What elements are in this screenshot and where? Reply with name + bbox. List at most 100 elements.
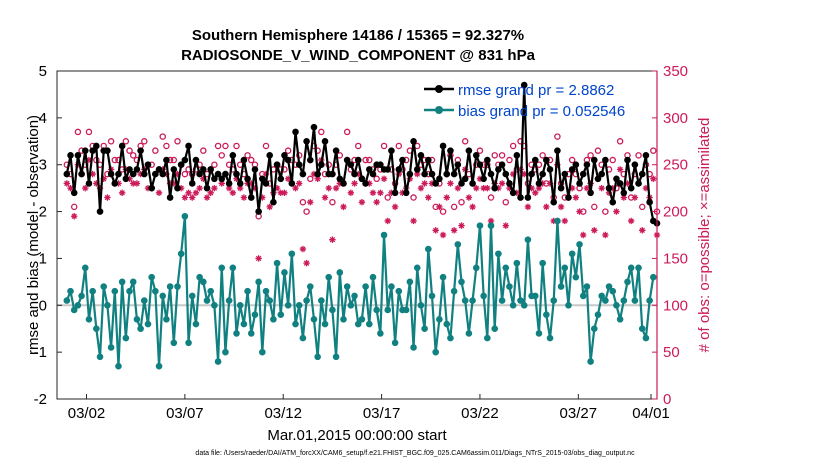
- rmse-point: [284, 156, 292, 164]
- rmse-point: [613, 175, 620, 183]
- bias-point: [207, 287, 214, 295]
- rmse-point: [255, 208, 262, 215]
- obs-assimilated-point: [211, 184, 218, 192]
- rmse-point: [233, 170, 240, 178]
- obs-possible-point: [111, 156, 119, 164]
- obs-assimilated-star: [495, 184, 502, 192]
- obs-assimilated-star: [118, 189, 126, 197]
- bias-point: [487, 222, 495, 229]
- bias-point: [273, 259, 281, 267]
- rmse-point: [447, 147, 454, 154]
- bias-point: [140, 297, 148, 304]
- bias-point: [450, 287, 458, 295]
- obs-assimilated-star: [384, 217, 391, 225]
- obs-assimilated-star: [399, 189, 406, 197]
- obs-assimilated-point: [583, 184, 591, 192]
- rmse-point: [598, 170, 605, 178]
- obs-assimilated-star: [432, 227, 439, 234]
- obs-assimilated-point: [550, 217, 557, 225]
- obs-possible-point: [502, 198, 510, 206]
- obs-assimilated-star: [299, 245, 307, 253]
- obs-assimilated-point: [380, 175, 388, 182]
- bias-point: [454, 241, 462, 248]
- obs-assimilated-point: [561, 217, 568, 225]
- bias-point: [137, 325, 144, 333]
- obs-assimilated-point: [185, 189, 192, 197]
- obs-assimilated-point: [509, 170, 517, 178]
- obs-possible-point: [609, 156, 616, 164]
- obs-assimilated-point: [421, 180, 428, 187]
- obs-possible-point: [303, 208, 310, 215]
- rmse-point: [627, 184, 635, 192]
- obs-assimilated-point: [528, 184, 535, 192]
- obs-assimilated-point: [144, 184, 152, 192]
- obs-assimilated-point: [642, 184, 650, 192]
- rmse-point: [111, 180, 119, 187]
- bias-point: [244, 287, 251, 295]
- rmse-point: [225, 180, 233, 187]
- obs-possible-point: [174, 138, 181, 145]
- obs-assimilated-star: [192, 189, 200, 197]
- rmse-point: [480, 175, 487, 183]
- left-tick-label: 2: [39, 204, 47, 221]
- obs-assimilated-point: [71, 213, 78, 220]
- bias-point: [598, 292, 605, 300]
- obs-assimilated-point: [284, 175, 292, 182]
- rmse-point: [476, 161, 484, 169]
- bias-point: [480, 292, 487, 300]
- rmse-point: [115, 170, 122, 178]
- bias-point: [67, 287, 74, 295]
- bias-point: [196, 273, 203, 281]
- rmse-point: [413, 166, 421, 173]
- bias-point: [229, 264, 237, 272]
- obs-possible-point: [380, 142, 388, 150]
- obs-assimilated-star: [373, 199, 380, 206]
- rmse-point: [192, 156, 200, 164]
- obs-assimilated-point: [236, 184, 244, 192]
- obs-assimilated-star: [321, 194, 329, 201]
- obs-possible-point: [591, 203, 598, 211]
- obs-assimilated-point: [366, 180, 373, 187]
- obs-assimilated-point: [450, 227, 458, 234]
- obs-assimilated-star: [605, 189, 613, 197]
- obs-assimilated-star: [506, 184, 513, 192]
- obs-assimilated-point: [82, 184, 89, 192]
- x-tick-label: 03/07: [166, 405, 204, 422]
- rmse-point: [140, 170, 148, 178]
- bias-point: [565, 301, 572, 309]
- rmse-point: [406, 170, 414, 178]
- rmse-point: [557, 184, 565, 192]
- right-axis: 0 50 100 150 200 250 300 350: [652, 63, 688, 408]
- obs-assimilated-star: [89, 170, 96, 178]
- obs-assimilated-star: [340, 203, 347, 211]
- bias-point: [343, 283, 351, 290]
- rmse-point: [281, 152, 288, 159]
- obs-assimilated-star: [414, 170, 421, 178]
- bias-point: [380, 231, 388, 239]
- rmse-point: [620, 189, 628, 197]
- bias-point: [222, 348, 229, 356]
- obs-assimilated-star: [616, 166, 624, 173]
- obs-assimilated-point: [303, 259, 310, 267]
- bias-point: [126, 287, 133, 295]
- legend-bias-marker: [435, 106, 443, 114]
- obs-assimilated-point: [502, 222, 509, 229]
- rmse-point: [266, 152, 274, 159]
- obs-assimilated-point: [133, 180, 141, 187]
- obs-assimilated-star: [240, 194, 248, 201]
- obs-assimilated-star: [259, 194, 266, 201]
- obs-assimilated-point: [67, 184, 74, 192]
- bias-point: [613, 301, 620, 309]
- obs-assimilated-star: [115, 180, 122, 187]
- obs-assimilated-star: [572, 194, 580, 201]
- obs-possible-point: [373, 175, 380, 183]
- obs-possible-point: [307, 175, 314, 183]
- bias-point: [266, 297, 274, 304]
- obs-possible-point: [650, 147, 657, 154]
- obs-assimilated-point: [605, 189, 613, 197]
- bias-point: [236, 301, 244, 309]
- bias-point: [365, 320, 373, 328]
- bias-point: [347, 301, 355, 309]
- bias-point: [203, 297, 211, 304]
- bias-point: [498, 297, 506, 304]
